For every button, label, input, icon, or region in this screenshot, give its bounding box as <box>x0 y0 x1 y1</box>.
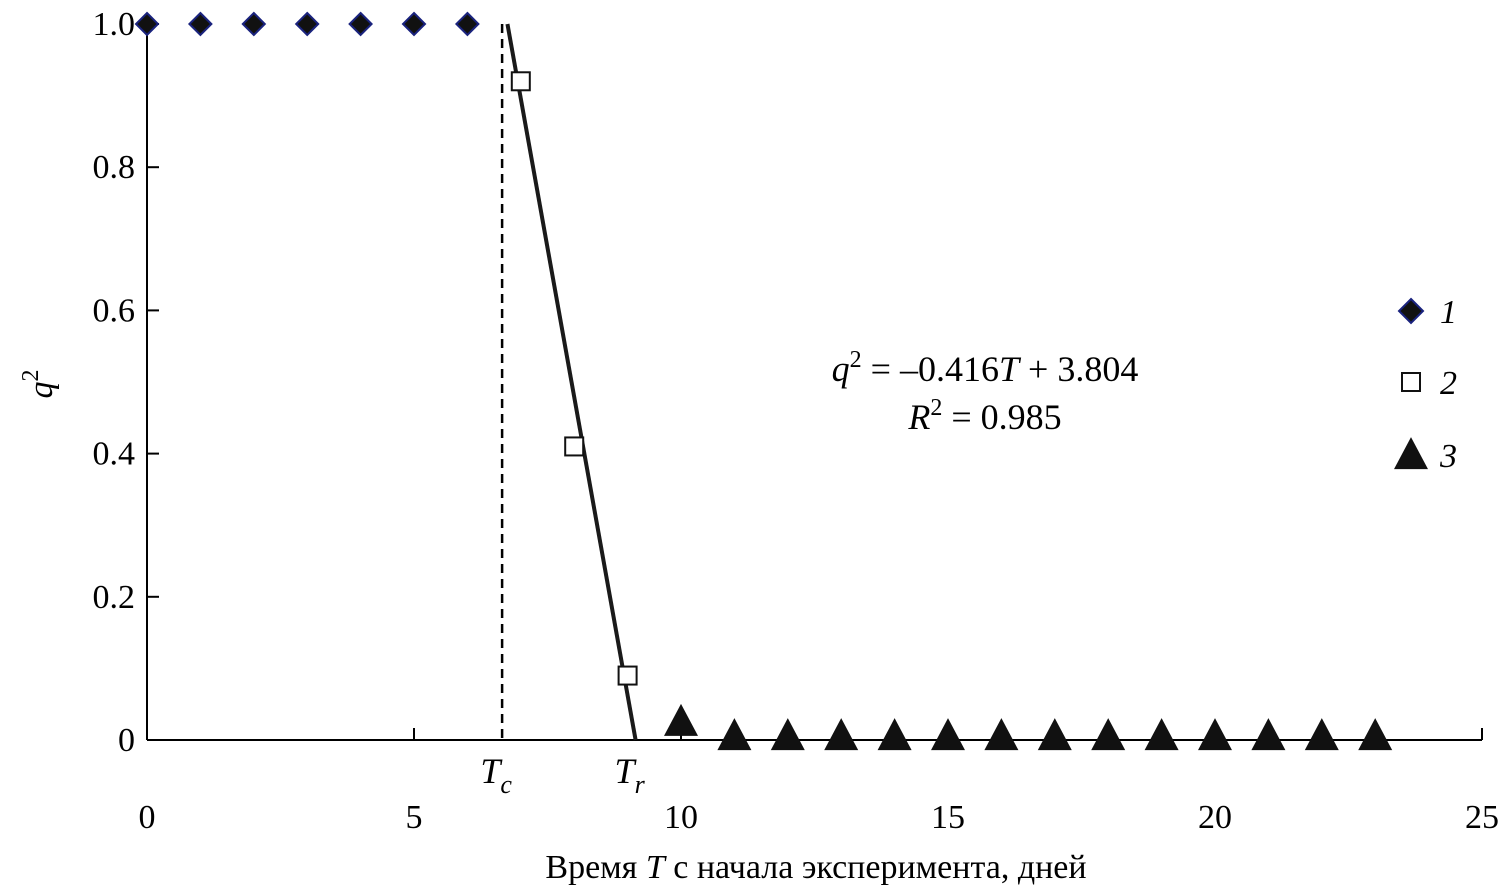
reference-lines <box>500 23 638 741</box>
legend-item-3: 3 <box>1394 437 1457 475</box>
series-layer <box>134 11 1393 751</box>
plot-area: 0 0.2 0.4 0.6 0.8 1.0 0 5 10 15 20 25 Tc Tr <box>93 6 1500 836</box>
y-axis-sup: 2 <box>18 370 44 382</box>
y-tick-label: 1.0 <box>93 6 136 43</box>
x-ticks: 0 5 10 15 20 25 <box>139 728 1499 836</box>
legend-label: 1 <box>1440 294 1457 331</box>
data-point <box>1144 718 1179 751</box>
x-tick-label: 25 <box>1465 799 1499 836</box>
marker-label-r: Tr <box>615 751 646 799</box>
data-point <box>931 718 965 751</box>
data-point <box>824 718 859 751</box>
legend-label: 2 <box>1440 365 1457 402</box>
legend: 1 2 3 <box>1394 294 1457 475</box>
marker-labels: Tc Tr <box>480 751 645 799</box>
x-axis-title-before: Время <box>545 849 645 886</box>
x-tick-label: 20 <box>1198 799 1232 836</box>
data-point <box>348 11 374 37</box>
data-point <box>984 718 1019 751</box>
data-point <box>1091 718 1126 751</box>
data-point <box>510 71 531 92</box>
data-point <box>1251 718 1286 751</box>
data-point <box>877 718 912 751</box>
y-tick-label: 0 <box>118 722 135 759</box>
y-tick-label: 0.2 <box>93 579 136 616</box>
y-tick-label: 0.4 <box>93 436 136 473</box>
legend-marker <box>1401 372 1421 392</box>
data-point <box>454 11 480 37</box>
regression-line <box>505 23 638 741</box>
data-point <box>1198 718 1232 751</box>
legend-label: 3 <box>1439 438 1457 475</box>
regression-annotation: q2 = –0.416T + 3.804 R2 = 0.985 <box>832 347 1139 437</box>
legend-marker <box>1394 437 1428 470</box>
series-3 <box>664 703 1393 751</box>
data-point <box>134 11 160 37</box>
series-2 <box>510 71 638 686</box>
x-tick-label: 5 <box>406 799 423 836</box>
data-point <box>1358 718 1393 751</box>
data-point <box>717 718 752 751</box>
legend-item-2: 2 <box>1401 365 1457 402</box>
x-tick-label: 10 <box>664 799 698 836</box>
regression-equation: q2 = –0.416T + 3.804 <box>832 347 1139 389</box>
series-1 <box>134 11 480 37</box>
legend-marker <box>1397 297 1425 325</box>
y-tick-label: 0.6 <box>93 292 136 329</box>
y-ticks: 0 0.2 0.4 0.6 0.8 1.0 <box>93 6 159 759</box>
svg-text:q2: q2 <box>18 370 60 399</box>
data-point <box>1037 718 1072 751</box>
legend-item-1: 1 <box>1397 294 1457 331</box>
data-point <box>617 665 638 686</box>
x-tick-label: 15 <box>931 799 965 836</box>
data-point <box>1304 718 1339 751</box>
data-point <box>187 11 213 37</box>
x-axis-title-var: T <box>646 849 667 886</box>
data-point <box>664 703 698 736</box>
x-axis-title: Время T с начала эксперимента, дней <box>545 849 1086 886</box>
data-point <box>770 718 805 751</box>
data-point <box>564 436 585 457</box>
y-axis-var: q <box>23 382 60 399</box>
data-point <box>294 11 320 37</box>
y-axis-title: q2 <box>18 370 60 399</box>
x-axis-title-after: с начала эксперимента, дней <box>665 849 1087 886</box>
x-tick-label: 0 <box>139 799 156 836</box>
data-point <box>401 11 427 37</box>
marker-label-c: Tc <box>480 751 512 799</box>
r-squared: R2 = 0.985 <box>907 395 1061 437</box>
y-tick-label: 0.8 <box>93 149 136 186</box>
data-point <box>241 11 267 37</box>
